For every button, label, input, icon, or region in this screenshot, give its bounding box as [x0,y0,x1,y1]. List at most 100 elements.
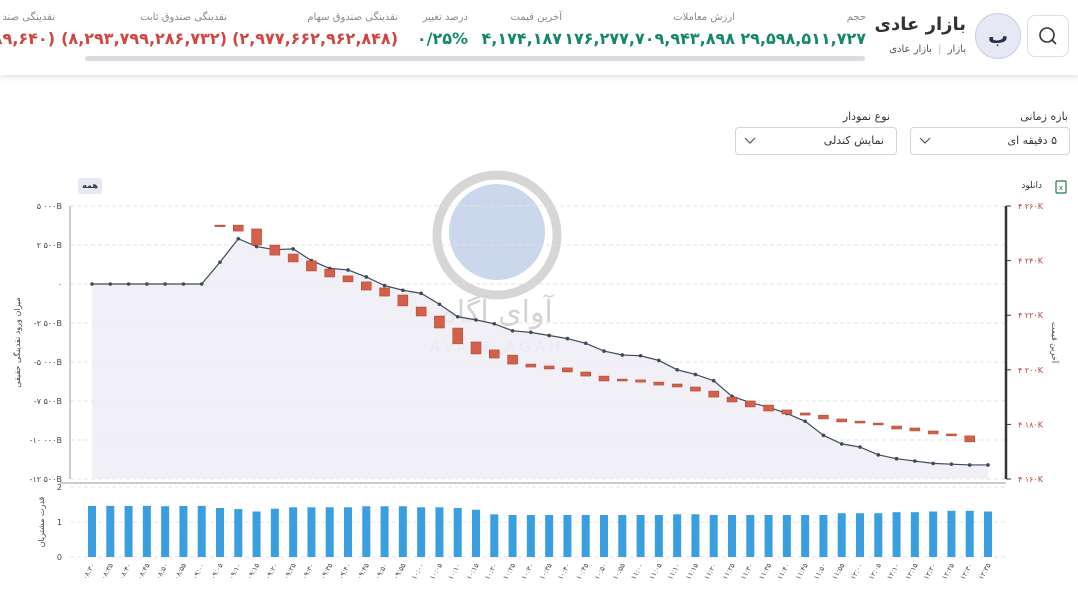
x-tick-label: ۱۲:۱۵ [904,562,920,581]
all-button[interactable]: همه [78,178,102,194]
y-tick-label: 0 [57,553,62,562]
breadcrumb-item[interactable]: بازار [947,44,966,55]
search-button[interactable] [1027,15,1069,57]
x-tick-label: ۱۰:۴۵ [575,562,591,581]
flow-point [236,236,241,241]
bar [325,507,334,557]
y2-tick-label: ۴ ۲۴۰K [1018,257,1044,266]
flow-point [455,314,460,319]
bar [728,515,736,557]
y2-tick-label: ۴ ۱۸۰K [1018,420,1044,429]
candle [891,425,902,430]
chart-type-select[interactable]: نمایش کندلی [735,127,897,155]
candle [690,386,701,392]
flow-point [547,333,551,338]
x-tick-label: ۰۹:۲۵ [282,562,298,581]
y-tick-label: -۱۲ ۵۰۰B [30,475,62,484]
x-tick-label: ۱۱:۵۵ [831,562,847,581]
y-tick-label: 1 [57,518,62,527]
flow-area [92,238,988,479]
candle [671,383,683,388]
candle [708,390,719,398]
candle [507,354,518,365]
candle [580,371,591,377]
bar [636,515,645,557]
chart-type-value: نمایش کندلی [823,134,884,147]
candle [306,260,317,272]
candle [617,378,628,382]
bar [307,507,316,557]
stat-label: ارزش معاملات [673,12,735,23]
stat-value: ۴,۱۷۴,۱۸۷ [481,29,562,48]
bar [965,510,974,557]
flow-point [858,445,862,449]
x-tick-label: ۰۸:۴۰ [118,562,134,581]
x-tick-label: ۱۰:۲۰ [483,562,499,581]
x-tick-label: ۰۹:۱۵ [246,562,262,581]
candle [525,363,537,368]
bar [234,509,243,557]
candle [543,365,555,370]
header: ب بازار عادی بازار | بازار عادی حجم ۲۹,۵۹… [0,0,1078,75]
bar [819,515,828,557]
bar [526,515,535,557]
x-tick-label: ۱۰:۵۰ [593,562,609,581]
flow-point [638,353,643,358]
bar [289,507,298,557]
candle [287,253,299,263]
flow-point [529,330,533,335]
y-tick-label: -۱۰ ۰۰۰B [30,436,62,445]
flow-point [931,461,935,466]
x-tick-label: ۰۸:۳۰ [81,562,97,581]
download-button[interactable]: دانلود [1021,181,1042,191]
chevron [919,137,931,144]
y-tick-label: 2 [57,483,62,492]
y2-axis-title: آخرین قیمت [1050,322,1060,364]
candle [361,281,372,291]
bar [270,508,279,557]
stat-label: نقدینگی صند [2,12,55,23]
stat-label: درصد تغییر [422,12,468,23]
bar [746,515,755,557]
x-tick-label: ۱۱:۴۵ [794,562,810,581]
bar [984,511,992,557]
x-tick-label: ۱۰:۲۵ [502,562,518,581]
flow-point [254,244,259,249]
x-tick-label: ۰۸:۵۰ [154,562,170,581]
flow-point [364,275,369,279]
stat-value: ۸۹,۶۴۰) [0,29,55,48]
bar [417,507,426,557]
x-tick-label: ۰۹:۳۵ [319,562,335,581]
bar [764,515,773,557]
flow-point [90,282,94,286]
scrollbar[interactable] [85,56,865,61]
y-axis-title: قدرت مشتریان [37,496,46,547]
candle [964,435,975,443]
bar [216,508,224,557]
flow-point [346,268,350,272]
flow-point [967,463,972,467]
candle [598,375,610,382]
candle [379,287,390,297]
x-tick-label: ۱۱:۳۰ [739,562,755,581]
stat-label: حجم [846,12,866,23]
x-tick-label: ۱۱:۱۵ [685,562,701,581]
breadcrumb: بازار | بازار عادی [889,44,966,55]
bar [563,515,572,557]
candle [799,412,811,416]
breadcrumb-item: بازار عادی [889,44,932,55]
interval-select[interactable]: ۵ دقیقه ای [910,127,1070,155]
flow-point [565,336,570,341]
x-tick-label: ۰۸:۴۵ [136,562,152,581]
bar [837,513,846,557]
svg-text:x: x [1059,184,1063,192]
candle [434,315,445,329]
search-icon [1039,27,1057,45]
x-tick-label: ۱۰:۳۵ [538,562,554,581]
x-tick-label: ۰۹:۴۵ [355,562,371,581]
bar [362,506,371,557]
y-axis-title: میزان ورود نقدینگی حقیقی [12,297,22,387]
x-tick-label: ۱۰:۰۰ [410,562,426,581]
flow-point [693,372,698,377]
candle [946,433,957,437]
